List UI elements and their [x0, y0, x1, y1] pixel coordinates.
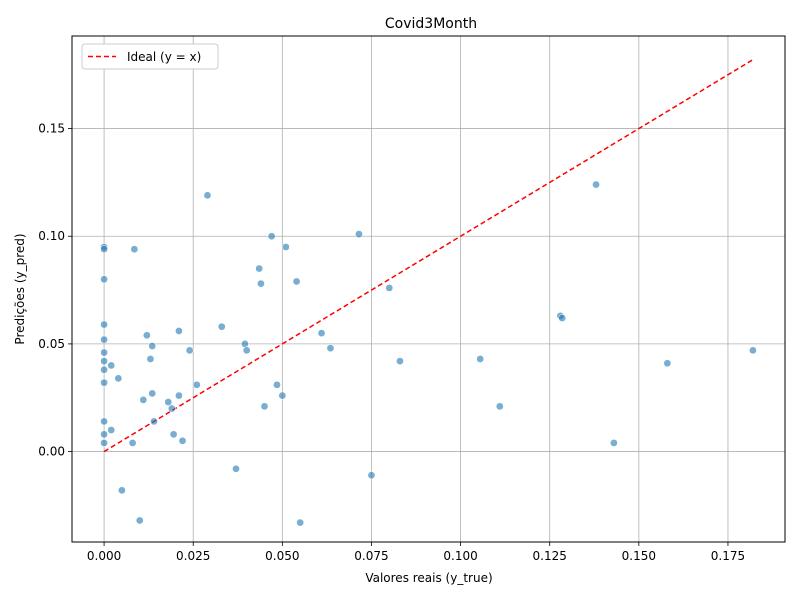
y-tick-label: 0.10 [38, 229, 65, 243]
data-point [143, 331, 151, 340]
legend: Ideal (y = x) [81, 43, 219, 70]
data-point [242, 346, 251, 355]
x-tick-label: 0.000 [87, 549, 121, 563]
data-point [100, 320, 108, 329]
ideal-line [103, 59, 754, 453]
data-point [476, 355, 485, 363]
data-point [396, 357, 404, 365]
data-point [317, 329, 326, 337]
data-point [192, 380, 201, 389]
data-point [118, 486, 126, 495]
data-point [100, 348, 108, 357]
data-point [150, 417, 158, 426]
data-point [241, 340, 249, 348]
y-tick-label: 0.00 [38, 445, 65, 459]
data-point [114, 374, 123, 383]
data-point [100, 430, 108, 439]
grid-lines [72, 36, 785, 542]
x-tick-label: 0.125 [533, 549, 567, 563]
y-tick-label: 0.15 [38, 122, 65, 136]
data-point [146, 355, 155, 363]
x-tick-label: 0.175 [711, 549, 745, 563]
data-point [367, 471, 376, 480]
x-tick-label: 0.075 [354, 549, 388, 563]
scatter-points [100, 180, 757, 527]
data-point [100, 335, 108, 344]
x-tick-label: 0.100 [443, 549, 477, 563]
data-point [232, 464, 240, 473]
x-tick-label: 0.150 [622, 549, 656, 563]
data-point [267, 232, 276, 241]
data-point [558, 314, 567, 322]
data-point [663, 359, 672, 368]
data-point [185, 346, 194, 355]
data-point [495, 402, 504, 411]
data-point [100, 357, 108, 365]
data-point [278, 391, 287, 400]
y-tick-label: 0.05 [38, 337, 65, 351]
data-point [107, 426, 116, 434]
legend-label: Ideal (y = x) [127, 50, 201, 64]
data-point [100, 439, 108, 447]
data-point [749, 346, 757, 355]
data-point [217, 322, 226, 331]
data-point [296, 518, 305, 527]
y-axis-title: Predições (y_pred) [13, 233, 27, 344]
data-point [273, 380, 281, 389]
data-point [164, 398, 173, 406]
data-point [128, 439, 137, 447]
x-tick-label: 0.025 [176, 549, 210, 563]
axis-ticks: 0.000 0.025 0.050 0.075 0.100 0.125 0.150 0.175… [38, 122, 745, 563]
data-point [610, 439, 618, 447]
plot-frame [71, 35, 786, 543]
data-point [282, 243, 290, 251]
data-point [148, 342, 157, 350]
data-point [148, 389, 157, 398]
data-point [107, 361, 116, 370]
ideal-line-group [103, 59, 754, 453]
x-tick-label: 0.050 [265, 549, 299, 563]
data-point [100, 245, 108, 254]
data-point [167, 404, 176, 413]
data-point [139, 396, 148, 404]
data-point [135, 516, 144, 525]
data-point [355, 230, 363, 238]
data-point [175, 327, 183, 335]
data-point [257, 279, 265, 288]
data-point [100, 275, 108, 284]
data-point [100, 365, 108, 374]
x-axis-title: Valores reais (y_true) [365, 571, 492, 585]
data-point [100, 378, 108, 387]
data-point [592, 180, 600, 189]
chart-title: Covid3Month [385, 16, 477, 32]
data-point [326, 344, 335, 353]
data-point [260, 402, 269, 411]
data-point [385, 284, 394, 292]
data-point [203, 191, 212, 200]
data-point [292, 277, 301, 286]
data-point [255, 264, 264, 273]
data-point [178, 436, 187, 445]
data-point [100, 417, 108, 426]
data-point [169, 430, 178, 439]
data-point [175, 391, 183, 400]
legend-box [81, 43, 219, 70]
data-point [130, 245, 139, 254]
